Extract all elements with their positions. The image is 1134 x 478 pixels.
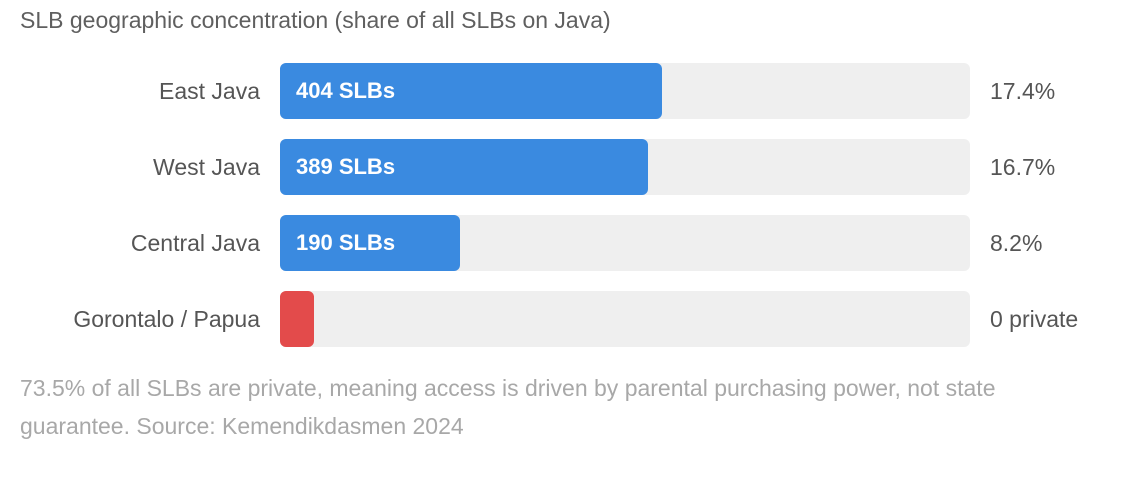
value-label: 16.7%: [990, 154, 1056, 180]
category-label: Central Java: [130, 230, 260, 256]
bar-row: Gorontalo / Papua 0 private: [0, 291, 1134, 347]
bar-track: [280, 291, 970, 347]
bar-count-label: 389 SLBs: [296, 154, 396, 179]
bar-row: East Java 404 SLBs 17.4%: [0, 63, 1134, 119]
bar-track: 190 SLBs: [280, 215, 970, 271]
bar-row: West Java 389 SLBs 16.7%: [0, 139, 1134, 195]
bar: 190 SLBs: [280, 215, 460, 271]
category-label: East Java: [159, 78, 260, 104]
category-label: Gorontalo / Papua: [73, 306, 260, 332]
bar-count-label: 404 SLBs: [296, 78, 396, 103]
value-label: 17.4%: [990, 78, 1056, 104]
bar-track: 389 SLBs: [280, 139, 970, 195]
bar-row: Central Java 190 SLBs 8.2%: [0, 215, 1134, 271]
bar-track: 404 SLBs: [280, 63, 970, 119]
bar-count-label: 190 SLBs: [296, 230, 396, 255]
value-label: 0 private: [990, 306, 1079, 332]
value-label: 8.2%: [990, 230, 1043, 256]
chart-title: SLB geographic concentration (share of a…: [20, 7, 611, 33]
bar-rows: East Java 404 SLBs 17.4% West Java 389 SLBs 1…: [0, 63, 1134, 367]
category-label: West Java: [153, 154, 260, 180]
bar: [280, 291, 314, 347]
chart-footnote: 73.5% of all SLBs are private, meaning a…: [20, 375, 996, 439]
bar: 404 SLBs: [280, 63, 662, 119]
bar: 389 SLBs: [280, 139, 648, 195]
